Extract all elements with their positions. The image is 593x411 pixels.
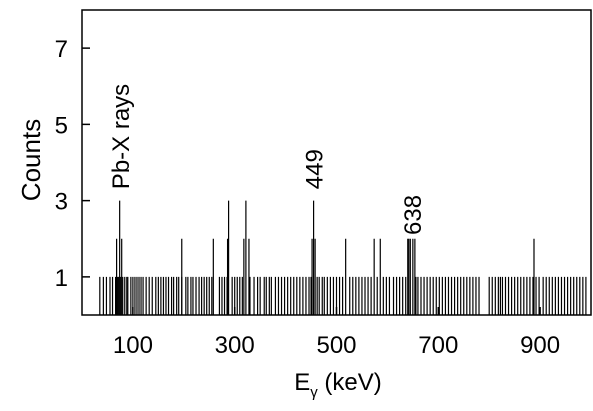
x-tick-label: 500	[316, 332, 356, 359]
y-tick-label: 7	[55, 36, 68, 63]
x-tick-label: 900	[520, 332, 560, 359]
y-axis-ticks: 1 3 5 7	[55, 36, 90, 292]
peak-annotation: 449	[302, 149, 329, 189]
y-axis-label: Counts	[16, 119, 46, 201]
x-tick-label: 100	[113, 332, 153, 359]
peak-annotation: 638	[400, 195, 427, 235]
x-tick-label: 700	[418, 332, 458, 359]
x-tick-label: 300	[215, 332, 255, 359]
x-axis-label-subscript: γ	[310, 384, 318, 401]
peak-annotation: Pb-X rays	[108, 84, 135, 189]
spectrum-bars	[99, 200, 587, 315]
y-tick-label: 5	[55, 112, 68, 139]
annotations: Pb-X rays 449 638	[108, 84, 427, 235]
x-axis-ticks: 100 300 500 700 900	[113, 307, 560, 359]
plot-frame	[81, 9, 592, 316]
y-tick-label: 3	[55, 189, 68, 216]
x-axis-label: Eγ (keV)	[294, 369, 382, 401]
y-tick-label: 1	[55, 265, 68, 292]
